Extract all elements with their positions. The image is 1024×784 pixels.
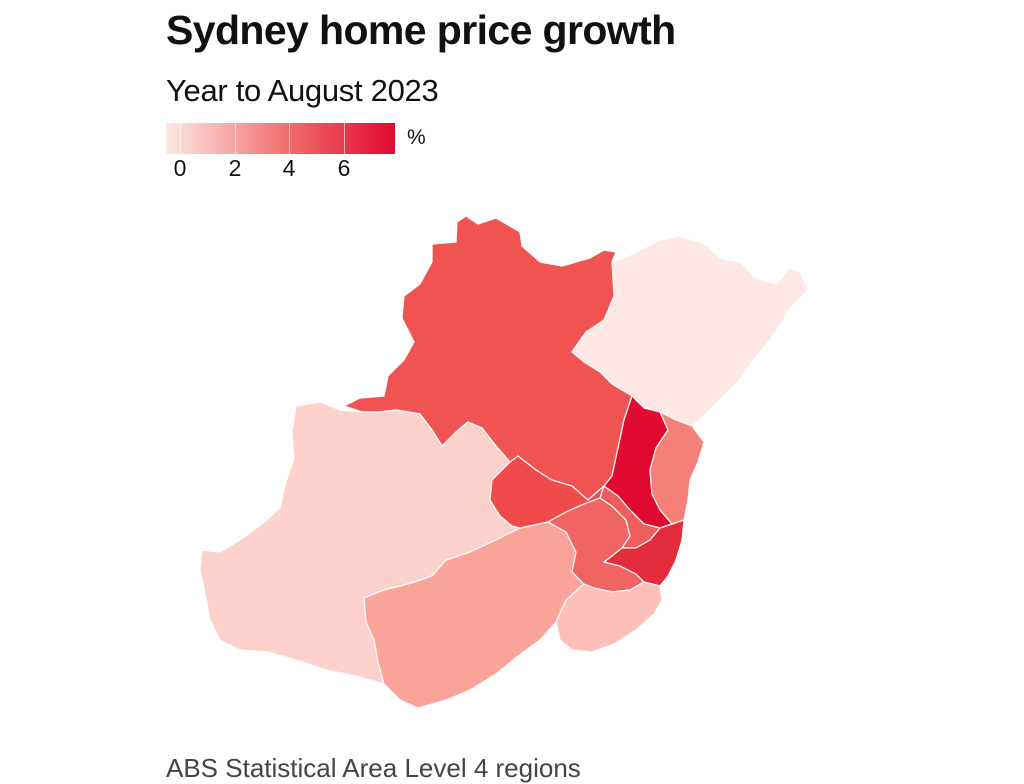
legend-gradient-bar: [166, 123, 395, 154]
chart-title: Sydney home price growth: [166, 7, 676, 53]
region-eastern-suburbs: [603, 519, 685, 587]
legend-unit-label: %: [407, 126, 426, 149]
legend-tick-label: 6: [337, 155, 351, 181]
region-sutherland: [555, 581, 663, 653]
source-footnote: ABS Statistical Area Level 4 regions: [166, 753, 581, 783]
legend-tick-mark: [235, 123, 236, 154]
legend-tick-label: 2: [228, 155, 242, 181]
color-legend: 0 2 4 6 %: [166, 122, 456, 182]
legend-tick-label: 4: [282, 155, 296, 181]
legend-tick-mark: [180, 123, 181, 154]
sydney-region-map: [199, 215, 809, 709]
chart-subtitle: Year to August 2023: [166, 73, 439, 108]
legend-tick-label: 0: [173, 155, 187, 181]
legend-tick-mark: [289, 123, 290, 154]
legend-tick-mark: [344, 123, 345, 154]
